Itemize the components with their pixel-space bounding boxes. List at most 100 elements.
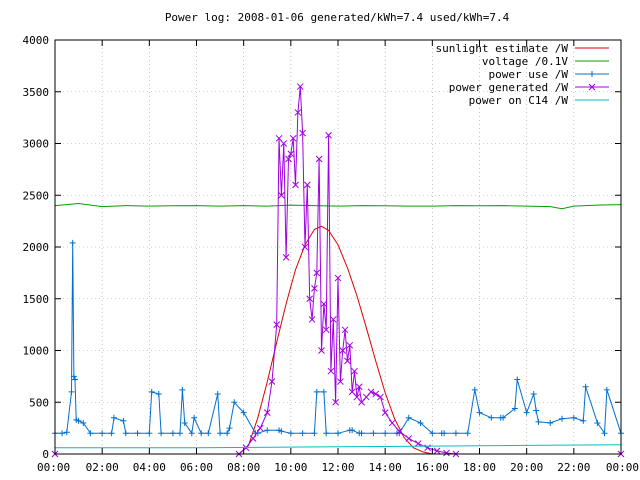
axis-ticks: 0 500 1000 1500 2000 2500 3000 3500 4000 00:00 02:… bbox=[23, 34, 640, 474]
legend-label: power use /W bbox=[489, 68, 569, 81]
data-point-plus bbox=[264, 427, 271, 434]
grid-lines bbox=[55, 40, 621, 454]
data-point-cross bbox=[329, 316, 337, 323]
data-point-plus bbox=[582, 383, 589, 390]
data-point-plus bbox=[63, 429, 70, 436]
data-point-cross bbox=[322, 326, 330, 334]
data-point-cross bbox=[273, 321, 281, 328]
data-point-cross bbox=[351, 367, 358, 375]
data-point-plus bbox=[226, 425, 233, 432]
x-tick-label: 06:00 bbox=[180, 461, 213, 474]
y-tick-label: 0 bbox=[42, 448, 49, 461]
data-point-plus bbox=[120, 417, 127, 424]
data-point-cross bbox=[280, 140, 288, 147]
data-point-cross bbox=[287, 150, 295, 158]
data-point-plus bbox=[382, 430, 389, 437]
data-point-plus bbox=[158, 430, 165, 437]
data-point-plus bbox=[179, 386, 186, 393]
data-point-cross bbox=[318, 347, 325, 354]
data-point-plus bbox=[191, 414, 198, 421]
series-line bbox=[55, 225, 621, 455]
data-point-plus bbox=[148, 388, 155, 395]
data-point-cross bbox=[306, 295, 314, 303]
x-tick-label: 18:00 bbox=[463, 461, 496, 474]
data-point-plus bbox=[559, 415, 566, 422]
data-point-cross bbox=[320, 300, 328, 308]
data-point-cross bbox=[341, 326, 349, 334]
data-point-cross bbox=[414, 440, 422, 448]
data-point-plus bbox=[69, 239, 76, 246]
data-point-plus bbox=[514, 376, 521, 383]
data-point-plus bbox=[75, 417, 82, 424]
data-point-cross bbox=[294, 109, 302, 116]
x-tick-label: 16:00 bbox=[416, 461, 449, 474]
legend-label: power generated /W bbox=[449, 81, 569, 94]
data-point-plus bbox=[594, 419, 601, 426]
x-tick-label: 04:00 bbox=[133, 461, 166, 474]
data-point-cross bbox=[381, 409, 389, 416]
x-tick-label: 02:00 bbox=[86, 461, 119, 474]
data-point-cross bbox=[355, 383, 363, 391]
data-point-plus bbox=[176, 430, 183, 437]
data-point-plus bbox=[476, 409, 483, 416]
data-point-plus bbox=[72, 376, 79, 383]
data-point-cross bbox=[443, 449, 450, 457]
data-point-plus bbox=[603, 386, 610, 393]
data-point-plus bbox=[500, 414, 507, 421]
data-point-cross bbox=[372, 390, 380, 398]
data-point-cross bbox=[299, 129, 306, 137]
data-point-plus bbox=[205, 430, 212, 437]
data-point-cross bbox=[334, 274, 342, 282]
data-point-cross bbox=[263, 409, 271, 416]
y-tick-label: 3500 bbox=[23, 86, 50, 99]
x-tick-label: 12:00 bbox=[321, 461, 354, 474]
data-point-plus bbox=[70, 373, 77, 380]
data-point-plus bbox=[320, 388, 327, 395]
data-point-cross bbox=[308, 316, 316, 323]
data-point-plus bbox=[471, 386, 478, 393]
data-point-plus bbox=[240, 409, 247, 416]
data-point-plus bbox=[601, 430, 608, 437]
data-point-plus bbox=[99, 430, 106, 437]
chart-title: Power log: 2008-01-06 generated/kWh=7.4 … bbox=[165, 11, 510, 24]
data-point-plus bbox=[358, 430, 365, 437]
data-point-plus bbox=[146, 430, 153, 437]
x-tick-label: 22:00 bbox=[557, 461, 590, 474]
data-point-plus bbox=[464, 430, 471, 437]
data-point-plus bbox=[313, 388, 320, 395]
data-point-plus bbox=[155, 390, 162, 397]
data-point-plus bbox=[68, 388, 75, 395]
data-point-plus bbox=[80, 419, 87, 426]
data-point-cross bbox=[285, 155, 292, 163]
data-point-plus bbox=[530, 390, 537, 397]
series-2 bbox=[52, 239, 624, 437]
data-point-plus bbox=[523, 409, 530, 416]
data-point-cross bbox=[367, 388, 375, 396]
legend-label: sunlight estimate /W bbox=[436, 42, 569, 55]
y-tick-label: 4000 bbox=[23, 34, 50, 47]
data-point-plus bbox=[349, 427, 356, 434]
data-point-cross bbox=[337, 378, 344, 385]
x-tick-label: 00:00 bbox=[37, 461, 70, 474]
data-point-plus bbox=[511, 405, 518, 412]
series-line bbox=[55, 86, 621, 455]
data-point-plus bbox=[405, 414, 412, 421]
data-point-plus bbox=[287, 430, 294, 437]
data-point-plus bbox=[441, 430, 448, 437]
data-point-plus bbox=[580, 417, 587, 424]
data-point-cross bbox=[327, 367, 335, 375]
data-point-cross bbox=[388, 419, 396, 427]
data-point-plus bbox=[87, 430, 94, 437]
data-point-plus bbox=[589, 71, 595, 77]
data-point-cross bbox=[292, 181, 299, 189]
data-point-plus bbox=[198, 430, 205, 437]
data-point-cross bbox=[313, 269, 321, 277]
data-point-plus bbox=[417, 419, 424, 426]
y-tick-label: 500 bbox=[29, 396, 49, 409]
data-point-cross bbox=[588, 83, 596, 91]
series-line bbox=[54, 202, 622, 210]
data-point-cross bbox=[433, 447, 441, 455]
data-point-plus bbox=[217, 430, 224, 437]
data-point-plus bbox=[278, 428, 285, 435]
data-point-plus bbox=[335, 430, 341, 437]
